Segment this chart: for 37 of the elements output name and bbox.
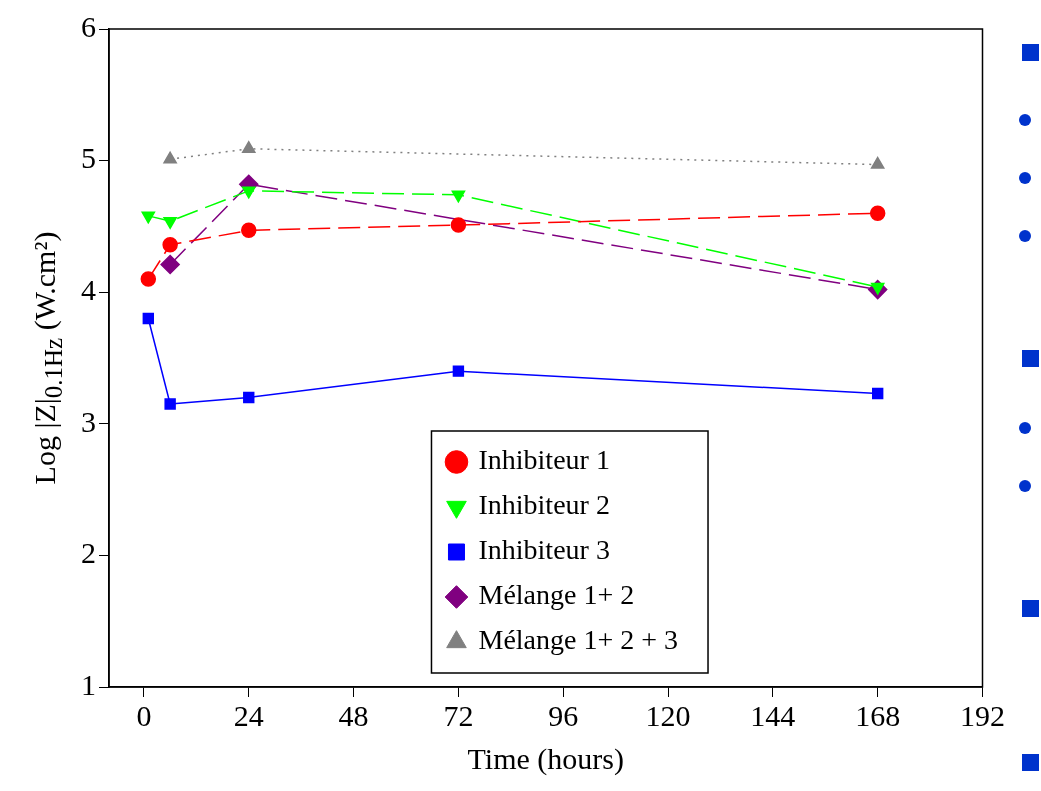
x-tick-label: 168 [855, 698, 901, 732]
point [140, 271, 157, 287]
point [451, 190, 466, 203]
legend-label: Inhibiteur 2 [478, 489, 610, 521]
y-tick-label: 6 [81, 9, 96, 43]
point [871, 387, 884, 400]
x-tick-label: 72 [443, 698, 474, 732]
point [163, 216, 177, 229]
y-tick-label: 1 [81, 667, 96, 701]
point [869, 205, 886, 221]
point [241, 186, 256, 199]
x-axis-title: Time (hours) [467, 741, 624, 776]
legend-label: Mélange 1+ 2 + 3 [478, 624, 679, 656]
y-tick-label: 4 [81, 273, 96, 307]
x-tick-label: 192 [960, 698, 1005, 732]
point [241, 141, 256, 154]
legend-label: Inhibiteur 3 [478, 534, 610, 566]
x-tick-label: 120 [645, 698, 691, 732]
y-tick-label: 5 [81, 141, 96, 175]
x-tick-label: 0 [136, 698, 152, 732]
y-tick-label: 3 [81, 404, 96, 438]
point [162, 237, 178, 253]
point [450, 217, 467, 233]
y-tick-label: 2 [81, 536, 96, 570]
point [141, 211, 156, 224]
x-tick-label: 48 [338, 698, 369, 732]
legend-label: Mélange 1+ 2 [478, 579, 635, 611]
point [142, 312, 155, 325]
x-tick-label: 96 [548, 698, 579, 732]
point [452, 365, 465, 377]
point [241, 222, 257, 239]
legend-label: Inhibiteur 1 [478, 444, 610, 476]
x-tick-label: 144 [750, 698, 796, 732]
point [160, 254, 180, 275]
point [243, 391, 255, 404]
x-tick-label: 24 [233, 698, 264, 732]
point [164, 398, 176, 410]
